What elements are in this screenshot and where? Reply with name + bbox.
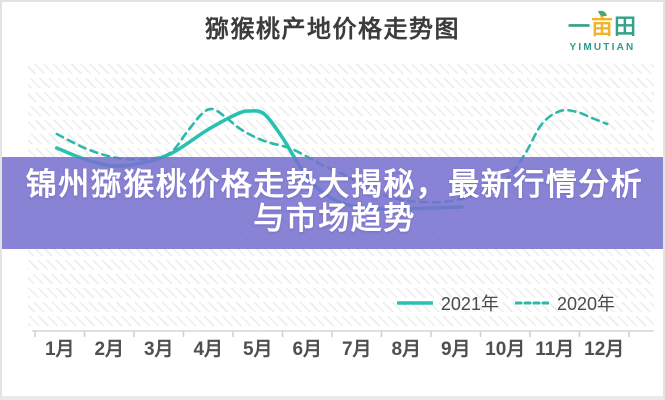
legend-swatch-dashed-icon xyxy=(514,301,549,305)
legend-swatch-solid-icon xyxy=(396,301,433,305)
logo-char-mu: 亩 xyxy=(590,14,614,39)
x-axis-label: 2月 xyxy=(94,339,124,360)
x-axis-label: 9月 xyxy=(441,339,471,360)
legend-label-2020: 2020年 xyxy=(556,294,615,314)
x-axis-label: 5月 xyxy=(243,339,273,360)
x-axis-label: 11月 xyxy=(535,339,574,360)
x-axis-label: 8月 xyxy=(391,339,421,360)
x-axis-label: 7月 xyxy=(342,339,372,360)
legend-item-2021[interactable]: 2021年 xyxy=(396,290,499,316)
yimutian-logo-characters: 一亩田 xyxy=(567,9,637,40)
chart-legend: 2021年 2020年 xyxy=(396,290,615,316)
logo-subtext: YIMUTIAN xyxy=(569,42,636,53)
x-axis-label: 4月 xyxy=(193,339,223,360)
legend-label-2021: 2021年 xyxy=(440,294,499,314)
logo-char-yi: 一 xyxy=(567,14,591,39)
x-axis-label: 12月 xyxy=(584,339,624,360)
page-title: 猕猴桃产地价格走势图 xyxy=(205,16,460,43)
x-axis-label: 1月 xyxy=(45,339,75,360)
x-axis-label: 6月 xyxy=(292,339,322,360)
headline-line-1: 锦州猕猴桃价格走势大揭秘，最新行情分析 xyxy=(25,167,644,202)
logo-char-tian: 田 xyxy=(613,14,637,39)
headline-line-2: 与市场趋势 xyxy=(253,201,416,236)
x-axis-label: 3月 xyxy=(144,339,174,360)
headline-banner: 锦州猕猴桃价格走势大揭秘，最新行情分析 与市场趋势 xyxy=(2,157,663,249)
x-axis-label: 10月 xyxy=(485,339,525,360)
yimutian-logo: 一亩田 YIMUTIAN xyxy=(567,9,637,53)
legend-item-2020[interactable]: 2020年 xyxy=(514,290,615,316)
